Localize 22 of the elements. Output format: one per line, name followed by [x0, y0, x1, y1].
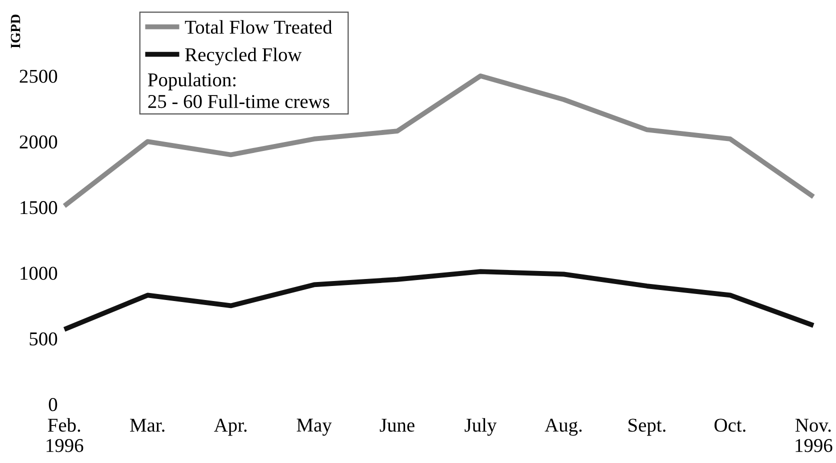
y-tick-label: 2500 [20, 70, 58, 83]
x-tick-label: July [464, 418, 497, 436]
line-series [62, 269, 816, 332]
x-tick-label: May [296, 418, 332, 436]
y-tick-label: 500 [30, 332, 58, 346]
x-tick-label: Nov. 1996 [795, 418, 832, 452]
x-tick-label: Apr. [214, 418, 247, 436]
x-tick-label: Feb. 1996 [46, 418, 84, 452]
y-tick-label: 2000 [20, 135, 58, 149]
legend-label: Total Flow Treated [184, 20, 332, 34]
annotation: Population: 25 - 60 Full-time crews [148, 72, 330, 108]
x-tick-label: Mar. [130, 418, 164, 432]
x-tick-label: June [380, 418, 414, 432]
x-tick-label: Oct. [714, 418, 746, 432]
y-tick-label: 1500 [20, 201, 58, 214]
legend-label: Recycled Flow [185, 48, 302, 66]
x-tick-label: Aug. [544, 418, 582, 436]
x-tick-label: Sept. [628, 418, 666, 436]
y-tick-label: 1000 [20, 266, 58, 280]
line-series [62, 74, 816, 208]
y-axis-title: IGPD [10, 14, 20, 48]
y-tick-label: 0 [48, 398, 58, 412]
